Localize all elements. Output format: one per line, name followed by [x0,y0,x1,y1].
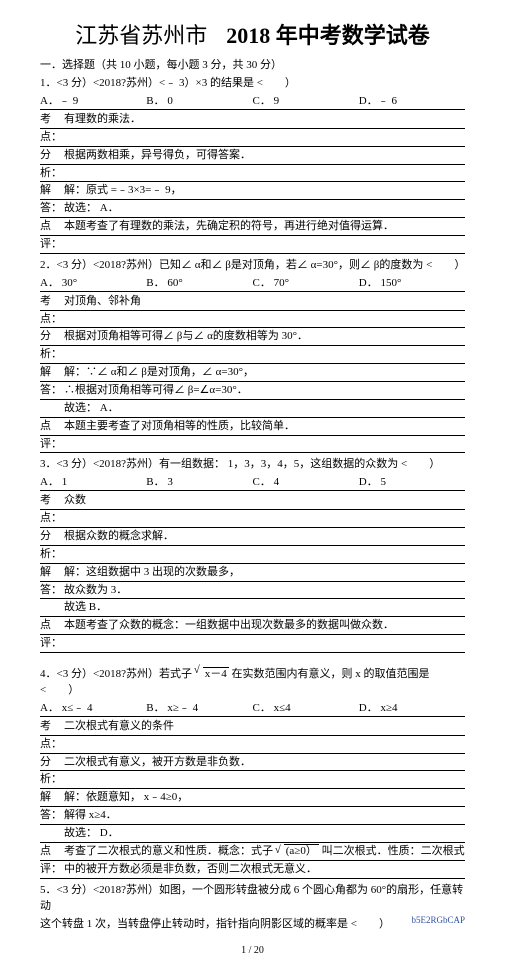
q2-opt-a: A． 30° [40,273,146,292]
q3-opt-c: C． 4 [253,472,359,491]
q2-options: A． 30° B． 60° C． 70° D． 150° [40,273,465,292]
q1-opt-d: D．﹣ 6 [359,91,465,110]
q3-opt-d: D． 5 [359,472,465,491]
q3-opt-a: A． 1 [40,472,146,491]
q3-options: A． 1 B． 3 C． 4 D． 5 [40,472,465,491]
q4-options: A． x≤﹣ 4 B． x≥﹣ 4 C． x≤4 D． x≥4 [40,698,465,717]
q2-explain: 考对顶角、邻补角 点： 分根据对顶角相等可得∠ β与∠ α的度数相等为 30°．… [40,293,465,454]
title-pre: 江苏省苏州市 [75,23,207,48]
title-year: 2018 [226,23,270,48]
q5-line2: 这个转盘 1 次，当转盘停止转动时，指针指向阴影区域的概率是 < ） b5E2R… [40,915,465,931]
page-title: 江苏省苏州市 2018 年中考数学试卷 [40,18,465,50]
page-number: 1 / 20 [40,945,465,956]
q1-stem: 1．<3 分）<2018?苏州）<﹣ 3）×3 的结果是 < ） [40,74,465,90]
q1-opt-a: A．﹣ 9 [40,91,146,110]
q4-stem: 4．<3 分）<2018?苏州）若式子 x－4 在实数范围内有意义，则 x 的取… [40,665,465,697]
q3-opt-b: B． 3 [146,472,252,491]
q2-opt-c: C． 70° [253,273,359,292]
q3-explain: 考众数 点： 分根据众数的概念求解． 析： 解解：这组数据中 3 出现的次数最多… [40,492,465,653]
sqrt-icon: (a≥0） [276,844,319,859]
page-code: b5E2RGbCAP [411,915,465,925]
q2-opt-b: B． 60° [146,273,252,292]
q3-stem: 3．<3 分）<2018?苏州）有一组数据： 1，3，3，4，5，这组数据的众数… [40,455,465,471]
q5-line1: 5．<3 分）<2018?苏州）如图，一个圆形转盘被分成 6 个圆心角都为 60… [40,881,465,913]
section-header: 一．选择题（共 10 小题，每小题 3 分，共 30 分） [40,56,465,72]
sqrt-icon: x－4 [195,665,229,681]
q1-opt-c: C． 9 [253,91,359,110]
q2-stem: 2．<3 分）<2018?苏州）已知∠ α和∠ β是对顶角，若∠ α=30°，则… [40,256,465,272]
q4-explain: 考二次根式有意义的条件 点： 分二次根式有意义，被开方数是非负数． 析： 解解：… [40,718,465,879]
q1-options: A．﹣ 9 B． 0 C． 9 D．﹣ 6 [40,91,465,110]
q1-explain: 考有理数的乘法． 点： 分根据两数相乘，异号得负，可得答案． 析： 解解：原式 … [40,111,465,254]
q2-opt-d: D． 150° [359,273,465,292]
q1-opt-b: B． 0 [146,91,252,110]
title-post: 年中考数学试卷 [276,23,430,48]
